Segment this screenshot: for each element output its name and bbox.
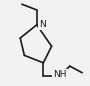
Text: NH: NH [53,70,67,79]
Text: N: N [39,20,46,29]
